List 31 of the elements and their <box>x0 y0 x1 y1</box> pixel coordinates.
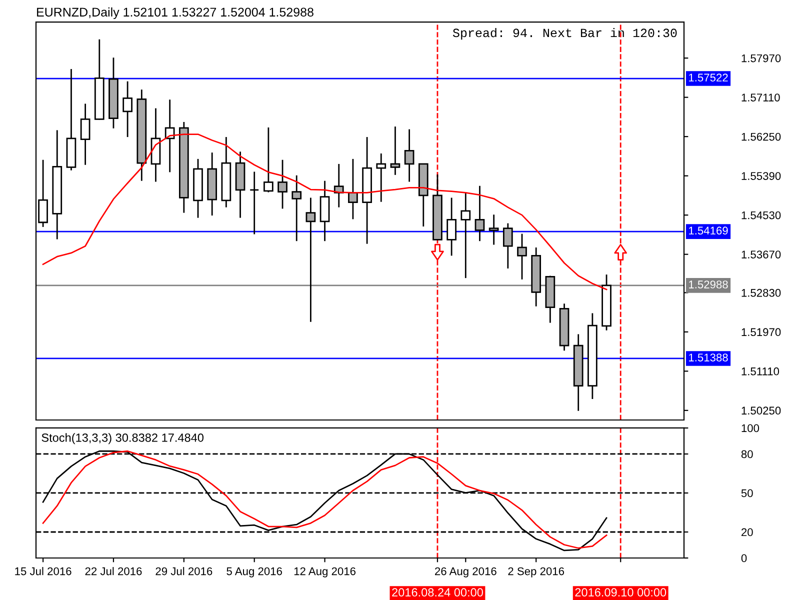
y-tick-label: 1.56250 <box>742 132 781 141</box>
y-tick-label: 80 <box>741 450 753 458</box>
y-tick-label: 1.53670 <box>742 250 781 258</box>
x-tick-label: 2 Sep 2016 <box>508 567 564 578</box>
y-tick-label: 1.50250 <box>742 406 781 415</box>
x-tick-label: 12 Aug 2016 <box>294 567 356 578</box>
annotation: Spread: 94. Next Bar in 120:30 <box>452 28 677 40</box>
y-tick-label: 1.57970 <box>742 54 781 62</box>
y-tick-label: 1.57110 <box>742 94 780 102</box>
y-tick-label: 1.52830 <box>742 288 781 297</box>
y-tick-label: 1.54530 <box>742 211 781 220</box>
x-tick-label: 29 Jul 2016 <box>156 567 212 576</box>
x-tick-label: 15 Jul 2016 <box>15 567 72 576</box>
x-tick-label: 26 Aug 2016 <box>435 567 496 578</box>
x-tick-label: 22 Jul 2016 <box>85 567 142 576</box>
y-tick-label: 0 <box>741 554 747 562</box>
ref-line-label: 1.52988 <box>689 280 728 288</box>
y-tick-label: 100 <box>742 424 760 432</box>
chart-title: Stoch(13,3,3) 30.8382 17.4840 <box>42 433 204 444</box>
y-tick-label: 1.51970 <box>742 328 781 336</box>
y-tick-label: 50 <box>741 489 753 498</box>
y-tick-label: 1.51110 <box>742 367 780 376</box>
y-tick-label: 20 <box>742 528 753 536</box>
x-tick-label: 2016.08.24 00:00 <box>392 588 483 597</box>
ref-line-label: 1.57522 <box>689 74 728 82</box>
x-tick-label: 5 Aug 2016 <box>226 567 282 578</box>
x-tick-label: 2016.09.10 00:00 <box>575 588 666 597</box>
y-tick-label: 1.55390 <box>742 172 781 180</box>
chart-title: EURNZD,Daily 1.52101 1.53227 1.52004 1.52988 <box>37 7 314 20</box>
ref-line-label: 1.54169 <box>689 226 728 235</box>
ref-line-label: 1.51388 <box>689 354 728 362</box>
